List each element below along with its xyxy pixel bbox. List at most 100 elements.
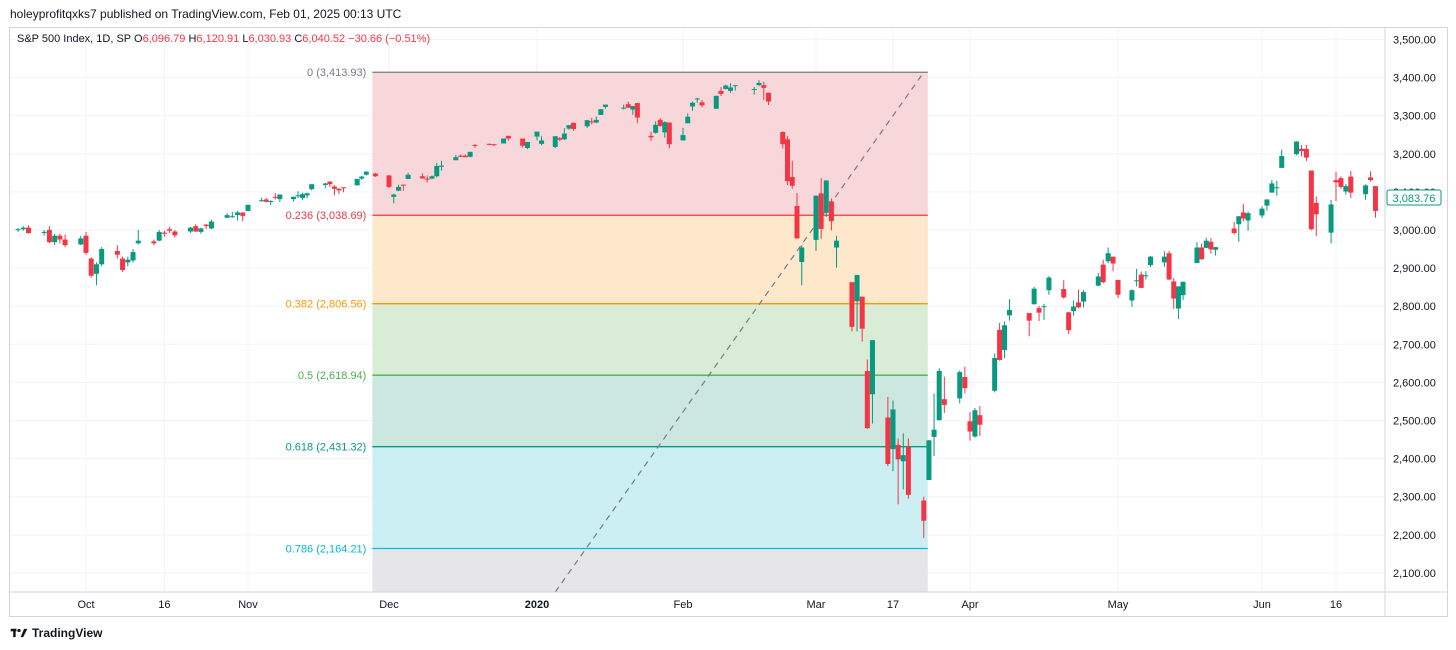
candle-body: [295, 195, 301, 197]
fib-band: [372, 375, 928, 447]
candle-body: [598, 109, 604, 115]
x-tick-label: Nov: [238, 599, 258, 611]
legend-change: −30.66 (−0.51%): [348, 33, 431, 45]
candle-body: [962, 377, 968, 389]
candle-body: [341, 187, 347, 189]
candle-body: [972, 410, 978, 437]
candle-body: [491, 144, 497, 146]
candle-body: [1308, 170, 1314, 230]
candle-body: [453, 157, 459, 161]
legend-low-value: 6,030.93: [248, 33, 292, 45]
candle-body: [467, 151, 473, 157]
candle-body: [1231, 228, 1237, 234]
candle-body: [1264, 199, 1270, 206]
candle-body: [1026, 313, 1032, 321]
candle-body: [1259, 208, 1265, 216]
candle-body: [794, 205, 800, 239]
candle-body: [931, 429, 937, 437]
candle-body: [571, 122, 576, 129]
y-tick-label: 2,200.00: [1393, 530, 1436, 542]
candle-body: [224, 215, 230, 218]
candle-body: [699, 102, 705, 106]
candle-body: [936, 370, 942, 421]
candle-body: [198, 228, 204, 232]
candle-body: [859, 296, 865, 329]
candle-body: [602, 104, 608, 107]
candle-body: [245, 204, 251, 211]
candle-body: [694, 98, 700, 100]
candle-body: [566, 125, 572, 129]
candle-body: [849, 282, 855, 327]
candle-body: [156, 231, 162, 241]
candle-body: [354, 178, 360, 186]
candle-body: [557, 138, 563, 140]
chart-legend: S&P 500 Index, 1D, SP O6,096.79 H6,120.9…: [17, 33, 430, 45]
candle-body: [864, 370, 870, 429]
candle-body: [992, 358, 998, 391]
candle-body: [621, 107, 627, 109]
candle-body: [472, 144, 478, 146]
last-price-label: 3,083.76: [1393, 193, 1436, 205]
candle-body: [761, 85, 767, 88]
candle-body: [300, 194, 306, 198]
candle-body: [1294, 141, 1300, 155]
candle-body: [828, 201, 834, 222]
candle-body: [552, 136, 558, 147]
candle-body: [272, 196, 278, 198]
legend-open-value: 6,096.79: [142, 33, 186, 45]
candle-body: [561, 133, 567, 140]
candle-body: [462, 155, 468, 158]
tradingview-footer[interactable]: TradingView: [10, 626, 102, 640]
candle-body: [589, 121, 595, 123]
candle-body: [1036, 308, 1042, 313]
fib-band: [372, 215, 928, 304]
candle-body: [926, 440, 932, 480]
candle-body: [728, 87, 733, 91]
candle-body: [20, 227, 26, 230]
fib-level-label: 0.236 (3,038.69): [286, 210, 367, 222]
candle-body: [1175, 286, 1181, 309]
x-tick-label: Oct: [77, 599, 94, 611]
candle-body: [818, 193, 824, 229]
candle-body: [400, 184, 406, 186]
brand-name: TradingView: [32, 626, 103, 640]
candle-body: [823, 180, 829, 213]
candle-body: [391, 194, 397, 197]
candle-body: [1236, 216, 1242, 225]
fib-band: [372, 72, 928, 216]
fibonacci-retracement[interactable]: 0 (3,413.93) 0.236 (3,038.69) 0.382 (2,806…: [286, 67, 928, 593]
candle-body: [93, 264, 99, 274]
candle-body: [854, 274, 860, 302]
candle-body: [941, 399, 947, 405]
candle-body: [1166, 253, 1172, 280]
candle-body: [1333, 180, 1339, 183]
candle-body: [336, 188, 342, 191]
fib-level-label: 0 (3,413.93): [307, 67, 366, 79]
candle-body: [372, 173, 378, 177]
candle-body: [1129, 290, 1135, 301]
legend-open-label: O: [134, 33, 143, 45]
candle-body: [723, 85, 729, 89]
candle-body: [1203, 240, 1209, 248]
candle-body: [1298, 148, 1304, 152]
candle-body: [957, 372, 963, 399]
candle-body: [653, 124, 659, 133]
candle-body: [135, 240, 141, 244]
candle-body: [890, 409, 896, 450]
candle-body: [813, 195, 819, 240]
candle-body: [1194, 247, 1200, 264]
y-tick-label: 2,400.00: [1393, 454, 1436, 466]
candle-body: [203, 224, 209, 227]
candle-body: [1095, 276, 1101, 286]
candle-body: [1372, 186, 1378, 211]
candle-body: [780, 132, 786, 145]
candle-body: [327, 181, 333, 185]
candle-body: [690, 102, 695, 107]
y-tick-label: 2,800.00: [1393, 301, 1436, 313]
candle-body: [520, 138, 526, 146]
candle-body: [713, 95, 719, 109]
candle-body: [125, 259, 131, 263]
candle-body: [685, 116, 691, 124]
y-tick-label: 2,300.00: [1393, 492, 1436, 504]
candle-body: [1031, 288, 1037, 305]
